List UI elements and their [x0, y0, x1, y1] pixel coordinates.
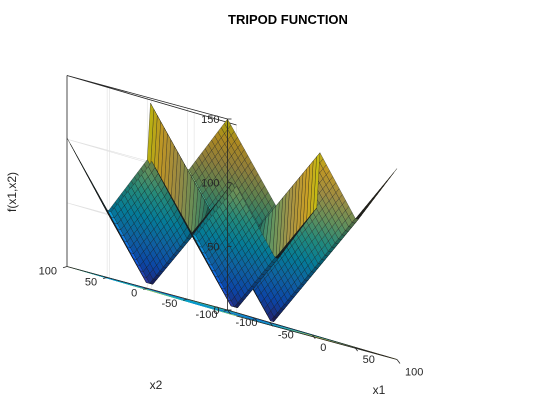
figure: 0 50 100 150 -100 -50 0 50 100 -100 -50 0 50 100 TRIP… — [5, 12, 424, 397]
